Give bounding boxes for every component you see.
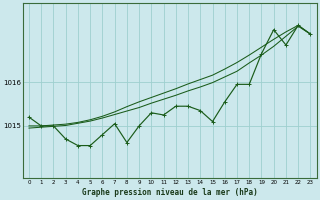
X-axis label: Graphe pression niveau de la mer (hPa): Graphe pression niveau de la mer (hPa) [82,188,258,197]
